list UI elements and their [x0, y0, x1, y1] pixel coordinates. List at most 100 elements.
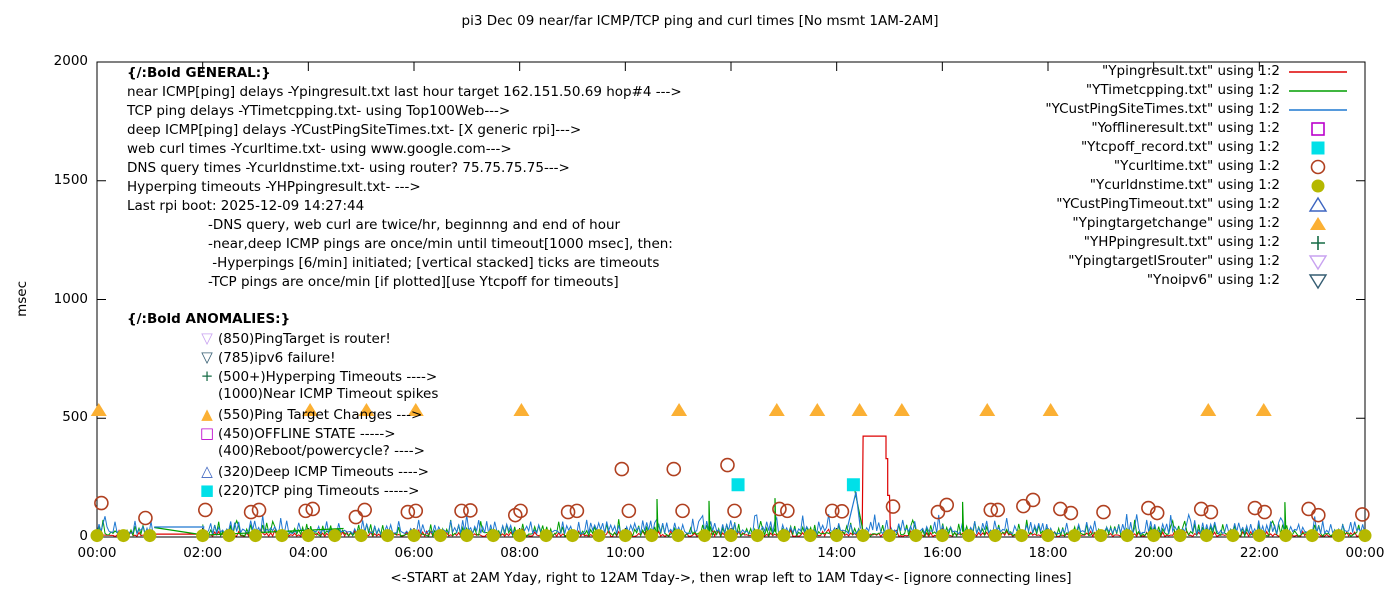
legend-marker-plus-icon: [1311, 236, 1325, 250]
series-circle-filled-Ycurldnstime.txt-icon: [433, 529, 447, 543]
legend-label: "YCustPingTimeout.txt" using 1:2: [1056, 196, 1280, 212]
x-tick-label: 12:00: [711, 545, 751, 561]
series-triangle-up-filled-Ypingtargetchange-icon: [1200, 402, 1217, 416]
anomaly-marker-icon: ▽: [201, 329, 213, 347]
series-circle-filled-Ycurldnstime.txt-icon: [1147, 529, 1161, 543]
anomaly-item: (1000)Near ICMP Timeout spikes: [196, 386, 438, 402]
series-triangle-up-filled-Ypingtargetchange-icon: [90, 402, 107, 416]
anomaly-marker-icon: △: [201, 462, 213, 480]
series-circle-filled-Ycurldnstime.txt-icon: [856, 529, 870, 543]
general-line: TCP ping delays -YTimetcpping.txt- using…: [127, 103, 511, 119]
anomaly-marker-icon: ▲: [201, 405, 213, 423]
series-segment-YCustPingSiteTimes.txt: [846, 491, 861, 529]
y-tick-label: 2000: [53, 53, 88, 69]
series-circle-open-Ycurltime.txt-icon: [1063, 505, 1079, 521]
legend-marker-triangle-down-open-icon: [1308, 274, 1328, 290]
legend-marker-square-filled-icon: [1311, 141, 1325, 155]
series-circle-open-Ycurltime.txt-icon: [990, 502, 1006, 518]
legend-label: "Ytcpoff_record.txt" using 1:2: [1080, 139, 1280, 155]
legend-marker-triangle-down-open-icon: [1308, 255, 1328, 271]
general-line: Last rpi boot: 2025-12-09 14:27:44: [127, 198, 365, 214]
series-segment-YTimetcpping.txt: [1284, 502, 1287, 532]
series-triangle-up-filled-Ypingtargetchange-icon: [809, 402, 826, 416]
series-circle-filled-Ycurldnstime.txt-icon: [1226, 529, 1240, 543]
anomalies-heading: {/:Bold ANOMALIES:}: [127, 311, 291, 327]
series-circle-open-Ycurltime.txt-icon: [408, 503, 424, 519]
series-circle-open-Ycurltime.txt-icon: [1311, 507, 1326, 523]
x-tick-label: 10:00: [605, 545, 645, 561]
y-tick-label: 0: [79, 528, 88, 544]
y-tick-label: 500: [62, 409, 88, 426]
anomaly-marker-icon: ▽: [201, 348, 213, 366]
series-circle-open-Ycurltime.txt-icon: [675, 503, 690, 519]
series-circle-open-Ycurltime.txt-icon: [885, 499, 901, 514]
series-circle-open-Ycurltime.txt-icon: [930, 504, 946, 520]
series-circle-open-Ycurltime.txt-icon: [305, 501, 321, 517]
anomaly-item: △ (320)Deep ICMP Timeouts ---->: [196, 462, 429, 480]
x-axis-caption: <-START at 2AM Yday, right to 12AM Tday-…: [390, 570, 1072, 586]
series-circle-filled-Ycurldnstime.txt-icon: [1015, 529, 1029, 543]
anomaly-text: (850)PingTarget is router!: [218, 331, 391, 347]
series-circle-filled-Ycurldnstime.txt-icon: [1332, 529, 1346, 543]
legend-label: "Ypingresult.txt" using 1:2: [1102, 63, 1280, 79]
series-circle-filled-Ycurldnstime.txt-icon: [407, 529, 421, 543]
series-circle-open-Ycurltime.txt-icon: [569, 503, 585, 519]
series-circle-open-Ycurltime.txt-icon: [1016, 498, 1031, 514]
series-circle-open-Ycurltime.txt-icon: [198, 502, 213, 518]
series-circle-filled-Ycurldnstime.txt-icon: [750, 529, 764, 543]
legend-label: "Ycurldnstime.txt" using 1:2: [1089, 177, 1280, 193]
series-circle-open-Ycurltime.txt-icon: [1257, 504, 1272, 520]
series-circle-filled-Ycurldnstime.txt-icon: [1279, 529, 1293, 543]
series-circle-open-Ycurltime.txt-icon: [1203, 504, 1219, 520]
legend-label: "YpingtargetISrouter" using 1:2: [1068, 253, 1280, 269]
series-circle-filled-Ycurldnstime.txt-icon: [618, 529, 632, 543]
series-circle-filled-Ycurldnstime.txt-icon: [328, 529, 342, 543]
legend-label: "YCustPingSiteTimes.txt" using 1:2: [1045, 101, 1280, 117]
x-tick-label: 00:00: [77, 545, 117, 561]
x-tick-label: 08:00: [500, 545, 540, 561]
legend-marker-square-open-icon: [1311, 122, 1325, 136]
x-tick-label: 02:00: [183, 545, 223, 561]
series-circle-open-Ycurltime.txt-icon: [824, 503, 840, 519]
series-circle-filled-Ycurldnstime.txt-icon: [275, 529, 289, 543]
anomaly-item: ▲ (550)Ping Target Changes --->: [196, 405, 422, 423]
series-circle-filled-Ycurldnstime.txt-icon: [1041, 529, 1055, 543]
series-circle-open-Ycurltime.txt-icon: [454, 503, 469, 519]
series-circle-filled-Ycurldnstime.txt-icon: [1173, 529, 1187, 543]
anomaly-item: ▽ (785)ipv6 failure!: [196, 348, 335, 366]
anomaly-marker-icon: □: [199, 424, 215, 442]
x-tick-label: 00:00: [1345, 545, 1385, 561]
series-segment-YTimetcpping.txt: [708, 500, 711, 532]
legend-label: "Ycurltime.txt" using 1:2: [1113, 158, 1280, 174]
series-circle-filled-Ycurldnstime.txt-icon: [1200, 529, 1213, 543]
chart-title: pi3 Dec 09 near/far ICMP/TCP ping and cu…: [461, 13, 939, 29]
series-circle-open-Ycurltime.txt-icon: [1301, 501, 1316, 517]
series-circle-filled-Ycurldnstime.txt-icon: [883, 529, 896, 543]
general-line: Hyperping timeouts -YHPpingresult.txt- -…: [127, 179, 421, 195]
series-circle-open-Ycurltime.txt-icon: [1096, 504, 1111, 520]
series-triangle-up-filled-Ypingtargetchange-icon: [893, 402, 910, 416]
series-triangle-up-filled-Ypingtargetchange-icon: [358, 402, 375, 416]
series-circle-open-Ycurltime.txt-icon: [1193, 501, 1209, 517]
x-tick-label: 16:00: [922, 545, 962, 561]
x-tick-label: 04:00: [288, 545, 328, 561]
anomaly-text: (1000)Near ICMP Timeout spikes: [218, 386, 439, 402]
series-square-filled-Ytcpoff_record.txt-icon: [846, 478, 860, 492]
series-circle-filled-Ycurldnstime.txt-icon: [222, 529, 236, 543]
series-circle-filled-Ycurldnstime.txt-icon: [513, 529, 527, 543]
series-segment-YTimetcpping.txt: [961, 501, 965, 532]
x-tick-label: 20:00: [1134, 545, 1174, 561]
series-circle-filled-Ycurldnstime.txt-icon: [803, 529, 817, 543]
series-circle-open-Ycurltime.txt-icon: [614, 461, 630, 477]
series-circle-open-Ycurltime.txt-icon: [727, 503, 742, 519]
series-circle-filled-Ycurldnstime.txt-icon: [196, 529, 210, 543]
series-circle-filled-Ycurldnstime.txt-icon: [249, 529, 262, 543]
series-triangle-up-filled-Ypingtargetchange-icon: [768, 402, 785, 416]
x-tick-label: 18:00: [1028, 545, 1068, 561]
series-circle-open-Ycurltime.txt-icon: [560, 504, 576, 520]
anomaly-text: (320)Deep ICMP Timeouts ---->: [218, 464, 429, 480]
series-circle-open-Ycurltime.txt-icon: [939, 497, 955, 513]
anomaly-item: + (500+)Hyperping Timeouts ---->: [196, 367, 437, 385]
series-circle-open-Ycurltime.txt-icon: [243, 504, 259, 520]
legend-label: "Ynoipv6" using 1:2: [1146, 272, 1280, 288]
